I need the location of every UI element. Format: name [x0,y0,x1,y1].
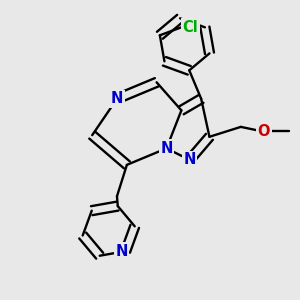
Text: N: N [116,244,128,259]
Text: O: O [258,124,270,139]
Text: N: N [160,141,173,156]
Text: N: N [111,91,123,106]
Text: N: N [183,152,196,167]
Text: Cl: Cl [182,20,198,34]
